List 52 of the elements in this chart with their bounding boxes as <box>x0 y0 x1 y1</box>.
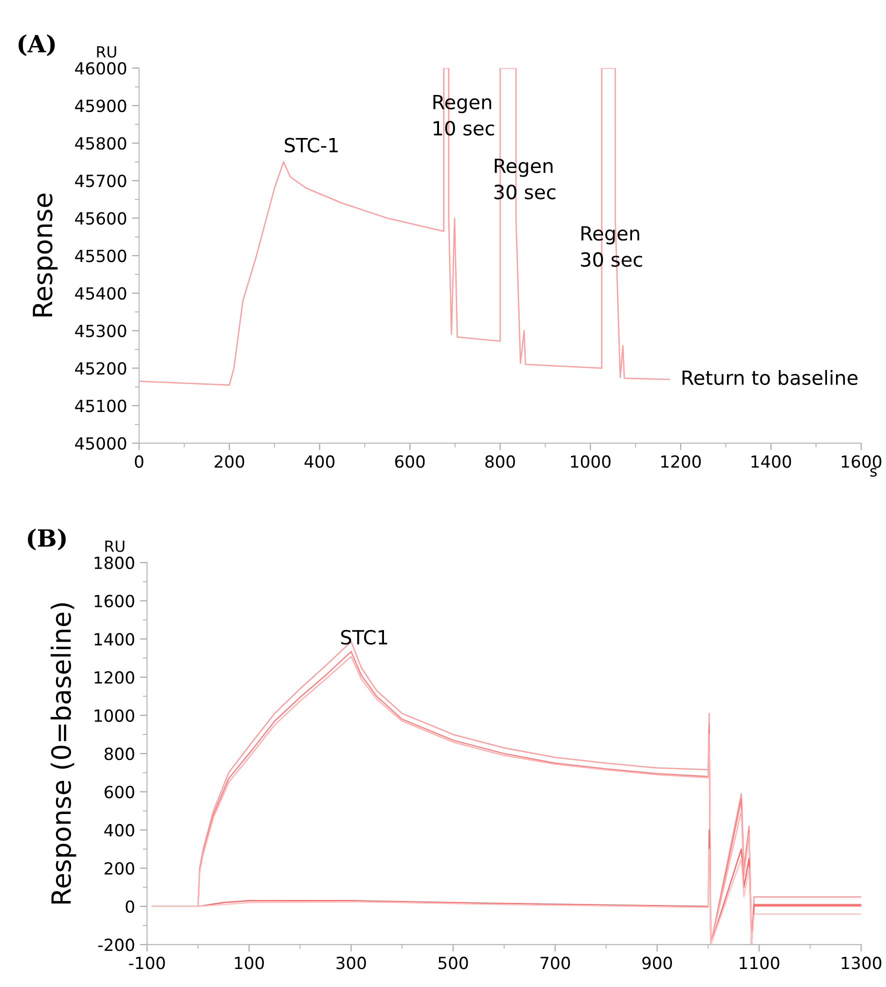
x-tick-label: 1600 <box>842 455 882 468</box>
y-tick-label: 46000 <box>75 62 126 75</box>
text: RU <box>105 540 124 552</box>
y-tick-label: 45500 <box>75 250 126 262</box>
annotation: Return to baseline <box>682 370 858 386</box>
y-tick-label: 1400 <box>94 632 134 646</box>
chart-title: (B) <box>28 528 66 550</box>
y-tick-label: 45200 <box>75 362 126 375</box>
annotation: Regen 30 sec <box>494 158 556 200</box>
x-axis-title: s <box>870 468 877 477</box>
y-tick-label: 1600 <box>94 594 134 608</box>
x-tick-label: 1100 <box>740 956 780 970</box>
annotation: STC1 <box>341 630 388 645</box>
annotation: Regen 30 sec <box>581 226 642 267</box>
x-tick-label: 500 <box>438 956 468 970</box>
x-tick-label: 1000 <box>571 455 611 468</box>
x-tick-label: -100 <box>128 956 165 970</box>
x-tick-label: 100 <box>235 956 264 970</box>
y-tick-label: 45600 <box>75 212 126 225</box>
x-tick-label: 900 <box>642 956 672 970</box>
y-tick-label: 45100 <box>75 400 126 412</box>
chart-title: (A) <box>18 34 55 56</box>
x-tick-label: 300 <box>336 956 366 970</box>
y-tick-label: 45900 <box>75 100 126 112</box>
x-tick-label: 1200 <box>661 455 701 468</box>
y-tick-label: 45000 <box>75 437 126 450</box>
y-tick-label: 45300 <box>75 324 126 338</box>
x-tick-label: 1300 <box>842 956 882 970</box>
annotation: STC-1 <box>284 138 338 153</box>
y-tick-label: 45700 <box>75 174 126 188</box>
y-tick-label: -200 <box>98 938 134 952</box>
y-tick-label: 0 <box>126 900 134 913</box>
y-tick-label: 400 <box>104 824 134 837</box>
y-axis-title: Response <box>32 194 58 316</box>
x-tick-label: 200 <box>214 455 244 468</box>
y-tick-label: 600 <box>104 786 134 798</box>
y-axis-title: Response (0=baseline) <box>50 603 76 904</box>
y-tick-label: 1200 <box>94 671 134 684</box>
annotation: Regen 10 sec <box>433 94 494 136</box>
y-tick-label: 200 <box>104 862 134 875</box>
y-tick-label: 800 <box>104 748 134 760</box>
x-tick-label: 1400 <box>752 455 792 468</box>
x-tick-label: 400 <box>304 455 334 468</box>
x-tick-label: 700 <box>540 956 570 970</box>
x-tick-label: 800 <box>485 455 515 468</box>
text: RU <box>97 46 116 58</box>
x-tick-label: 600 <box>395 455 425 468</box>
y-tick-label: 1800 <box>94 556 134 570</box>
y-tick-label: 1000 <box>94 709 134 722</box>
x-tick-label: 0 <box>134 455 144 468</box>
y-tick-label: 45400 <box>75 287 126 300</box>
y-tick-label: 45800 <box>75 137 126 150</box>
